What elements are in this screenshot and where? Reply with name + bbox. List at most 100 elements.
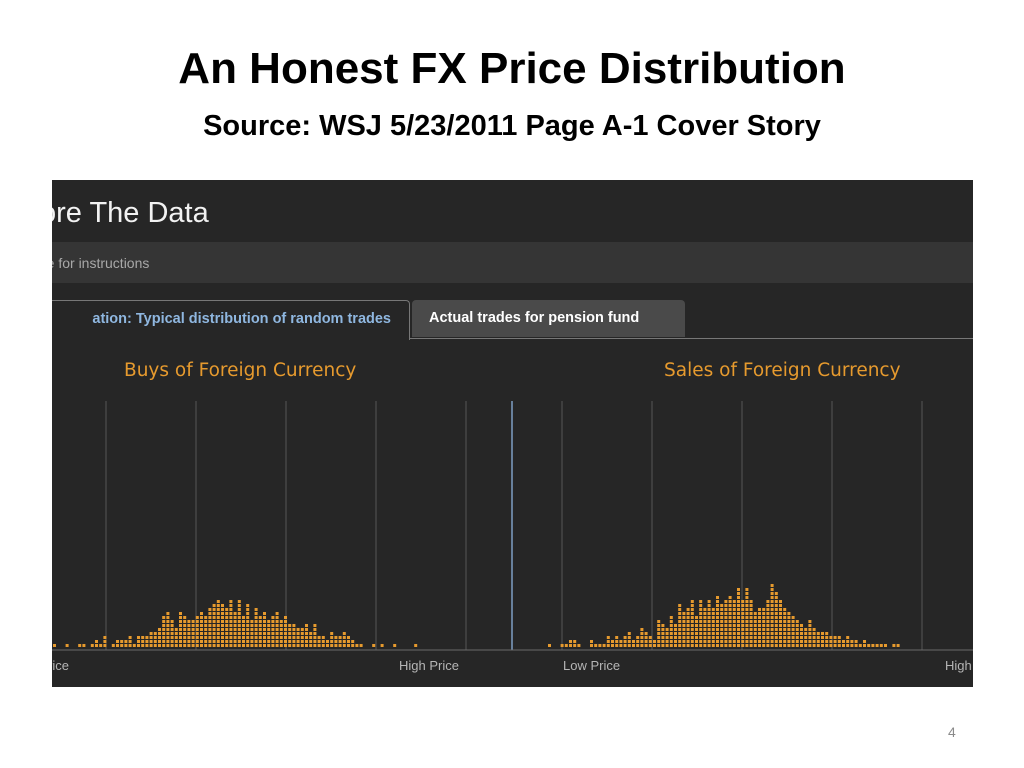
- buys-bar-unit: [208, 624, 212, 627]
- buys-bar-unit: [300, 636, 304, 639]
- buys-bar-unit: [195, 620, 199, 623]
- buys-bar-unit: [103, 636, 107, 639]
- sales-bar-unit: [779, 640, 782, 643]
- sales-bar-unit: [728, 616, 732, 619]
- buys-bar-unit: [191, 620, 195, 623]
- sales-bar-unit: [812, 632, 816, 635]
- sales-bar-unit: [724, 632, 728, 635]
- buys-bar-unit: [212, 612, 216, 615]
- buys-bar-unit: [233, 612, 237, 615]
- sales-bar-unit: [741, 608, 745, 611]
- sales-bar-unit: [669, 640, 673, 643]
- buys-bar-unit: [254, 640, 258, 643]
- sales-bar-unit: [678, 604, 682, 607]
- buys-bar: [149, 632, 153, 647]
- buys-bar-unit: [212, 624, 216, 627]
- sales-bar-unit: [741, 632, 745, 635]
- buys-bar-unit: [321, 640, 325, 643]
- buys-bar-unit: [216, 632, 220, 635]
- sales-bar-unit: [745, 600, 749, 603]
- buys-bar: [380, 644, 384, 647]
- buys-bar-unit: [200, 644, 203, 647]
- sales-bar-unit: [716, 636, 719, 639]
- buys-bar: [179, 612, 182, 647]
- buys-bar-unit: [254, 644, 258, 647]
- sales-bar-unit: [753, 636, 757, 639]
- sales-bar-unit: [644, 636, 648, 639]
- buys-bar-unit: [326, 644, 329, 647]
- sales-bar-unit: [774, 592, 778, 595]
- buys-bar-unit: [200, 636, 203, 639]
- sales-bar-unit: [602, 644, 606, 647]
- sales-bar-unit: [648, 636, 652, 639]
- buys-bar-unit: [204, 624, 208, 627]
- tab-typical-distribution[interactable]: ation: Typical distribution of random tr…: [52, 300, 410, 340]
- buys-bar-unit: [166, 616, 170, 619]
- buys-bar-unit: [267, 636, 271, 639]
- buys-bar-unit: [149, 644, 153, 647]
- sales-bar: [720, 604, 724, 647]
- sales-bar-unit: [749, 616, 753, 619]
- sales-bar: [690, 600, 694, 647]
- buys-bar: [279, 620, 283, 647]
- sales-bar-unit: [884, 644, 887, 647]
- sales-bar-unit: [690, 632, 694, 635]
- buys-bar: [132, 644, 136, 647]
- sales-bar-unit: [766, 600, 770, 603]
- buys-bar-unit: [263, 624, 266, 627]
- buys-bar-unit: [221, 644, 224, 647]
- buys-bar-unit: [221, 612, 224, 615]
- buys-bar-unit: [267, 632, 271, 635]
- sales-bar-unit: [875, 644, 879, 647]
- sales-bar-unit: [791, 632, 795, 635]
- sales-bar-unit: [665, 640, 669, 643]
- buys-bar-unit: [166, 636, 170, 639]
- sales-bar: [783, 608, 787, 647]
- buys-bar-unit: [288, 624, 292, 627]
- buys-bar-unit: [296, 644, 300, 647]
- sales-bar-unit: [644, 632, 648, 635]
- sales-bar-unit: [732, 612, 736, 615]
- sales-bar-unit: [661, 640, 665, 643]
- sales-bar: [804, 628, 808, 647]
- sales-bar-unit: [728, 604, 732, 607]
- sales-bar: [674, 624, 677, 647]
- buys-bar-unit: [179, 640, 182, 643]
- sales-bar-unit: [745, 592, 749, 595]
- sales-bar-unit: [816, 632, 820, 635]
- sales-bar-unit: [724, 624, 728, 627]
- sales-bar-unit: [762, 632, 766, 635]
- instructions-bar[interactable]: re for instructions: [52, 242, 973, 283]
- sales-bar-unit: [724, 616, 728, 619]
- buys-bar: [195, 616, 199, 647]
- buys-bar-unit: [183, 632, 187, 635]
- sales-bar-unit: [779, 600, 782, 603]
- buys-bar-unit: [166, 628, 170, 631]
- buys-bar-unit: [250, 636, 254, 639]
- buys-bar-unit: [212, 640, 216, 643]
- sales-bar-unit: [863, 640, 866, 643]
- slide-subtitle: Source: WSJ 5/23/2011 Page A-1 Cover Sto…: [203, 110, 821, 142]
- sales-bar-unit: [766, 644, 770, 647]
- buys-bar-unit: [258, 636, 262, 639]
- buys-bar-unit: [212, 616, 216, 619]
- buys-bar-unit: [174, 636, 178, 639]
- sales-bar: [854, 640, 858, 647]
- sales-bar-unit: [737, 608, 740, 611]
- tab-pension-fund-trades[interactable]: Actual trades for pension fund: [412, 300, 685, 337]
- sales-bar-unit: [779, 604, 782, 607]
- buys-bar-unit: [166, 632, 170, 635]
- sales-bar-unit: [774, 604, 778, 607]
- sales-bar-unit: [728, 624, 732, 627]
- sales-bar-unit: [720, 644, 724, 647]
- buys-bar-unit: [229, 624, 233, 627]
- buys-bar-unit: [187, 640, 191, 643]
- sales-bar-unit: [577, 644, 581, 647]
- sales-bar-unit: [854, 640, 858, 643]
- buys-bar-unit: [246, 620, 250, 623]
- sales-bar: [884, 644, 887, 647]
- buys-bar-unit: [305, 628, 308, 631]
- sales-bar-unit: [695, 616, 698, 619]
- buys-bar-unit: [271, 616, 275, 619]
- sales-bar-unit: [703, 636, 707, 639]
